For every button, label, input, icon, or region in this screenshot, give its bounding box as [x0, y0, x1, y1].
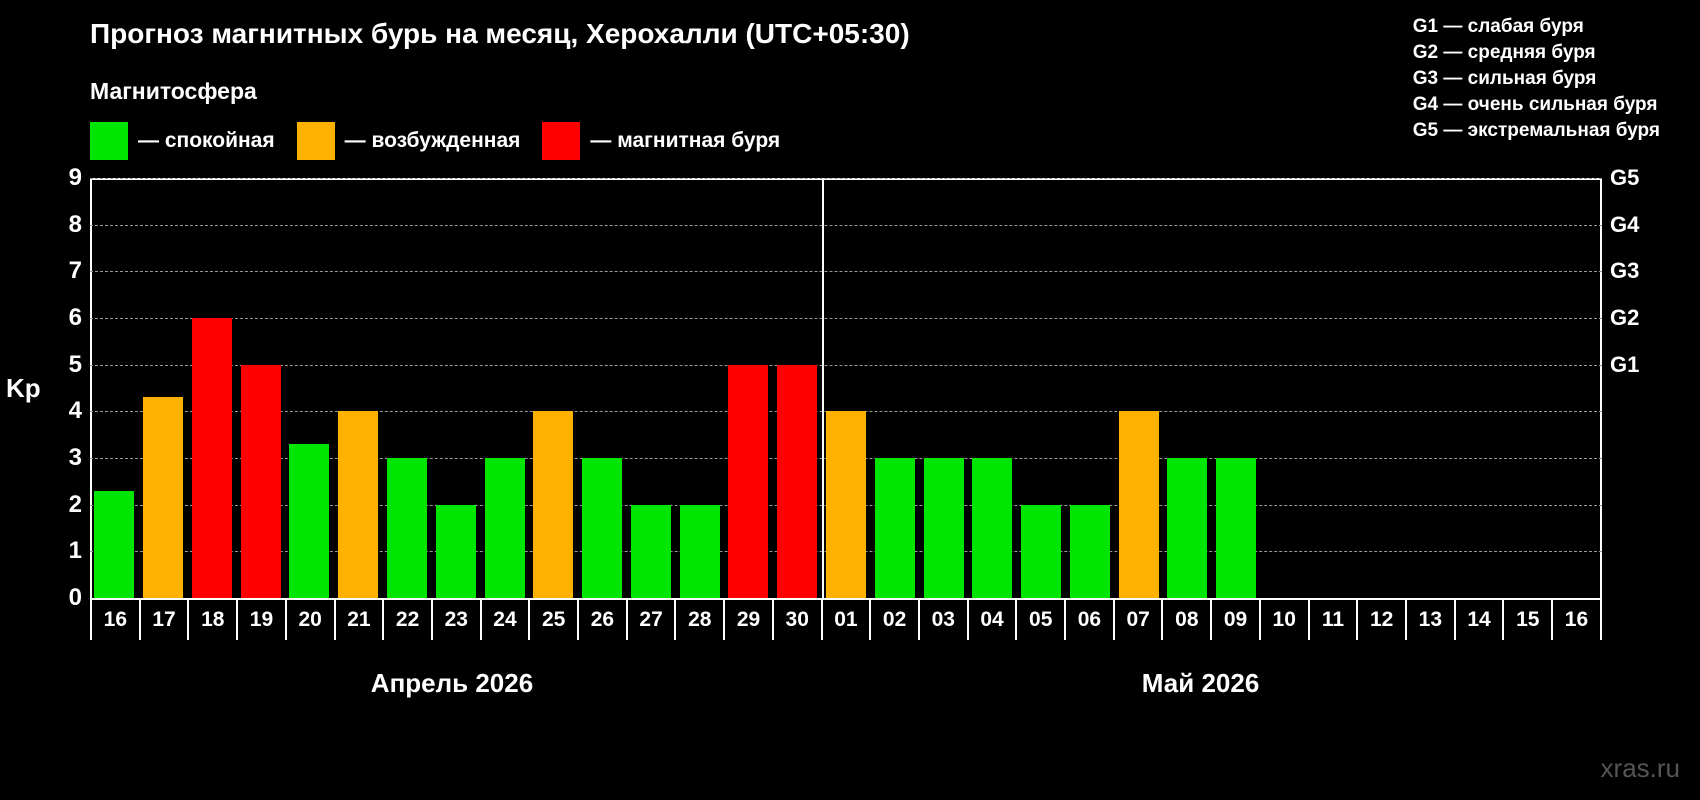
legend-label-storm: — магнитная буря	[590, 129, 780, 153]
kp-bar-30-14[interactable]	[777, 365, 817, 598]
xaxis-date-15-29[interactable]: 15	[1504, 600, 1553, 640]
kp-bar-28-12[interactable]	[680, 505, 720, 598]
chart-subtitle: Магнитосфера	[90, 78, 257, 105]
legend-item-active: — возбужденная	[297, 122, 521, 160]
bars-layer	[90, 178, 1602, 598]
xaxis-date-24-8[interactable]: 24	[482, 600, 531, 640]
xaxis-date-16-30[interactable]: 16	[1553, 600, 1602, 640]
chart-title: Прогноз магнитных бурь на месяц, Херохал…	[90, 18, 910, 50]
xaxis-date-07-21[interactable]: 07	[1115, 600, 1164, 640]
xaxis-date-04-18[interactable]: 04	[969, 600, 1018, 640]
kp-bar-27-11[interactable]	[631, 505, 671, 598]
legend-item-storm: — магнитная буря	[542, 122, 780, 160]
gscale-legend: G1 — слабая буря G2 — средняя буря G3 — …	[1413, 14, 1660, 144]
kp-bar-26-10[interactable]	[582, 458, 622, 598]
xaxis-date-01-15[interactable]: 01	[823, 600, 872, 640]
ytick-label-4: 4	[52, 397, 82, 425]
xaxis-date-10-24[interactable]: 10	[1261, 600, 1310, 640]
legend-swatch-storm	[542, 122, 580, 160]
xaxis-date-16-0[interactable]: 16	[90, 600, 141, 640]
ytick-label-1: 1	[52, 537, 82, 565]
ytick-label-0: 0	[52, 584, 82, 612]
xaxis-date-08-22[interactable]: 08	[1163, 600, 1212, 640]
y-axis-label: Kp	[6, 373, 41, 404]
xaxis-date-11-25[interactable]: 11	[1310, 600, 1359, 640]
ytick-label-8: 8	[52, 211, 82, 239]
kp-bar-19-3[interactable]	[241, 365, 281, 598]
legend-label-calm: — спокойная	[138, 129, 275, 153]
kp-bar-02-16[interactable]	[875, 458, 915, 598]
xaxis-date-19-3[interactable]: 19	[238, 600, 287, 640]
ytick-label-7: 7	[52, 257, 82, 285]
gscale-line-g2: G2 — средняя буря	[1413, 40, 1660, 66]
gscale-line-g3: G3 — сильная буря	[1413, 66, 1660, 92]
xaxis-date-17-1[interactable]: 17	[141, 600, 190, 640]
xaxis-date-13-27[interactable]: 13	[1407, 600, 1456, 640]
kp-bar-09-23[interactable]	[1216, 458, 1256, 598]
ytick-label-6: 6	[52, 304, 82, 332]
xaxis-date-05-19[interactable]: 05	[1017, 600, 1066, 640]
site-watermark: xras.ru	[1601, 753, 1680, 784]
kp-bar-22-6[interactable]	[387, 458, 427, 598]
xaxis-date-29-13[interactable]: 29	[725, 600, 774, 640]
kp-bar-05-19[interactable]	[1021, 505, 1061, 598]
gtick-label-G4: G4	[1610, 212, 1660, 238]
ytick-label-5: 5	[52, 351, 82, 379]
legend-label-active: — возбужденная	[345, 129, 521, 153]
kp-bar-20-4[interactable]	[289, 444, 329, 598]
xaxis-date-25-9[interactable]: 25	[530, 600, 579, 640]
legend-item-calm: — спокойная	[90, 122, 275, 160]
legend-swatch-calm	[90, 122, 128, 160]
kp-bar-21-5[interactable]	[338, 411, 378, 598]
xaxis-date-20-4[interactable]: 20	[287, 600, 336, 640]
legend-swatch-active	[297, 122, 335, 160]
xaxis-date-row: 16 17 18 19 20 21 22 23 24 25 26 27 28 29 30 01 02 03 04 05…	[90, 598, 1602, 640]
kp-bar-07-21[interactable]	[1119, 411, 1159, 598]
gtick-label-G2: G2	[1610, 305, 1660, 331]
xaxis-date-27-11[interactable]: 27	[628, 600, 677, 640]
kp-bar-03-17[interactable]	[924, 458, 964, 598]
kp-bar-01-15[interactable]	[826, 411, 866, 598]
xaxis-date-06-20[interactable]: 06	[1066, 600, 1115, 640]
magnetic-storm-forecast-page: Прогноз магнитных бурь на месяц, Херохал…	[0, 0, 1700, 800]
kp-bar-16-0[interactable]	[94, 491, 134, 598]
xaxis-date-14-28[interactable]: 14	[1456, 600, 1505, 640]
ytick-label-9: 9	[52, 164, 82, 192]
gscale-line-g4: G4 — очень сильная буря	[1413, 92, 1660, 118]
xaxis-date-23-7[interactable]: 23	[433, 600, 482, 640]
xaxis-date-28-12[interactable]: 28	[676, 600, 725, 640]
kp-bar-24-8[interactable]	[485, 458, 525, 598]
kp-bar-23-7[interactable]	[436, 505, 476, 598]
gtick-label-G3: G3	[1610, 258, 1660, 284]
kp-bar-06-20[interactable]	[1070, 505, 1110, 598]
xaxis-date-18-2[interactable]: 18	[189, 600, 238, 640]
kp-bar-17-1[interactable]	[143, 397, 183, 598]
xaxis-date-12-26[interactable]: 12	[1358, 600, 1407, 640]
xaxis-date-03-17[interactable]: 03	[920, 600, 969, 640]
gscale-line-g5: G5 — экстремальная буря	[1413, 118, 1660, 144]
month-label-april: Апрель 2026	[371, 668, 533, 699]
xaxis-date-21-5[interactable]: 21	[336, 600, 385, 640]
gtick-label-G5: G5	[1610, 165, 1660, 191]
xaxis-date-22-6[interactable]: 22	[384, 600, 433, 640]
month-label-may: Май 2026	[1142, 668, 1259, 699]
xaxis-date-09-23[interactable]: 09	[1212, 600, 1261, 640]
gtick-label-G1: G1	[1610, 352, 1660, 378]
kp-bar-04-18[interactable]	[972, 458, 1012, 598]
kp-bar-25-9[interactable]	[533, 411, 573, 598]
kp-bar-08-22[interactable]	[1167, 458, 1207, 598]
xaxis-date-02-16[interactable]: 02	[871, 600, 920, 640]
ytick-label-3: 3	[52, 444, 82, 472]
xaxis-date-30-14[interactable]: 30	[774, 600, 823, 640]
month-labels-row: Апрель 2026 Май 2026	[90, 668, 1602, 708]
kp-bar-29-13[interactable]	[728, 365, 768, 598]
ytick-label-2: 2	[52, 491, 82, 519]
xaxis-date-26-10[interactable]: 26	[579, 600, 628, 640]
gscale-line-g1: G1 — слабая буря	[1413, 14, 1660, 40]
kp-bar-18-2[interactable]	[192, 318, 232, 598]
magnetosphere-legend: — спокойная — возбужденная — магнитная б…	[90, 122, 780, 160]
